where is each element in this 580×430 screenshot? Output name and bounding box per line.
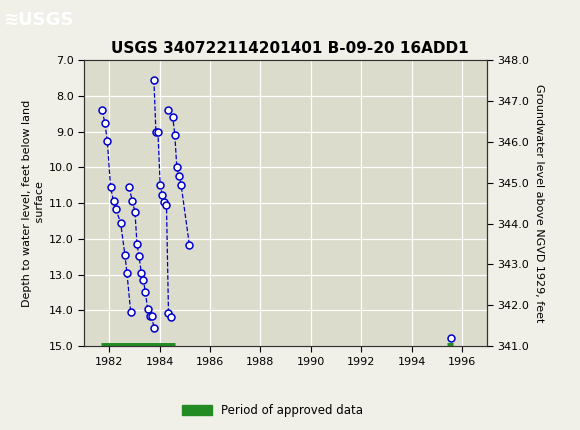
Text: USGS 340722114201401 B-09-20 16ADD1: USGS 340722114201401 B-09-20 16ADD1 bbox=[111, 41, 469, 56]
Y-axis label: Groundwater level above NGVD 1929, feet: Groundwater level above NGVD 1929, feet bbox=[534, 84, 543, 322]
Text: ≋USGS: ≋USGS bbox=[3, 11, 74, 29]
Y-axis label: Depth to water level, feet below land
 surface: Depth to water level, feet below land su… bbox=[21, 100, 45, 307]
Legend: Period of approved data: Period of approved data bbox=[177, 399, 368, 422]
